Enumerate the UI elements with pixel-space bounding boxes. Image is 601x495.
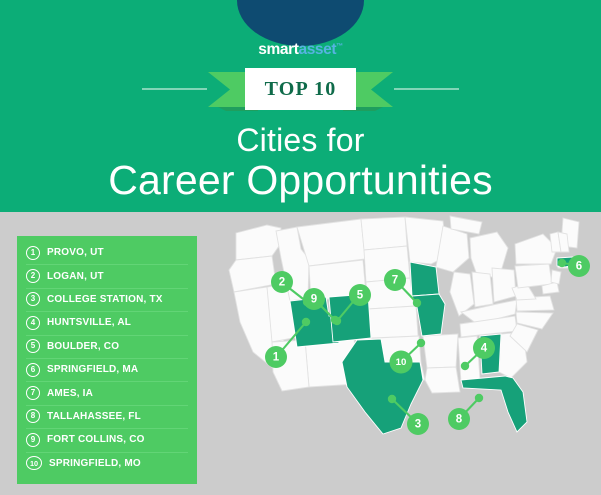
list-item[interactable]: 8 TALLAHASSEE, FL <box>17 404 197 428</box>
map-marker-8[interactable]: 8 <box>448 393 484 430</box>
city-label: LOGAN, UT <box>47 270 104 282</box>
ribbon-rule-left <box>142 88 207 90</box>
state-florida <box>460 375 528 433</box>
svg-text:2: 2 <box>279 277 285 289</box>
trademark-icon: ™ <box>336 42 343 50</box>
smartasset-logo-text: smartasset™ <box>0 42 601 58</box>
city-label: SPRINGFIELD, MO <box>49 457 141 469</box>
top10-ribbon: TOP 10 <box>0 68 601 112</box>
rank-badge: 8 <box>26 409 40 424</box>
map-marker-4[interactable]: 4 <box>460 337 495 371</box>
map-marker-5[interactable]: 5 <box>332 284 371 326</box>
city-label: TALLAHASSEE, FL <box>47 410 141 422</box>
list-item[interactable]: 4 HUNTSVILLE, AL <box>17 311 197 334</box>
svg-text:1: 1 <box>273 352 280 364</box>
rank-badge: 9 <box>26 432 40 447</box>
ribbon-rule-right <box>394 88 459 90</box>
rank-badge: 4 <box>26 315 40 330</box>
ranked-city-list: 1 PROVO, UT 2 LOGAN, UT 3 COLLEGE STATION, TX… <box>17 236 197 484</box>
rank-badge: 1 <box>26 245 40 260</box>
svg-text:9: 9 <box>311 294 317 306</box>
city-label: SPRINGFIELD, MA <box>47 364 139 376</box>
map-markers: 1 2 9 <box>265 255 590 435</box>
svg-text:5: 5 <box>357 290 364 302</box>
city-label: BOULDER, CO <box>47 340 120 352</box>
svg-text:8: 8 <box>456 414 463 426</box>
rank-badge: 2 <box>26 269 40 284</box>
content-area: 1 PROVO, UT 2 LOGAN, UT 3 COLLEGE STATION, TX… <box>0 212 601 495</box>
title-line-2: Career Opportunities <box>108 157 493 203</box>
city-label: FORT COLLINS, CO <box>47 434 145 446</box>
list-item[interactable]: 6 SPRINGFIELD, MA <box>17 357 197 381</box>
list-item[interactable]: 7 AMES, IA <box>17 381 197 404</box>
ribbon-label: TOP 10 <box>264 77 337 100</box>
rank-badge: 7 <box>26 386 40 401</box>
list-item[interactable]: 5 BOULDER, CO <box>17 334 197 358</box>
svg-text:10: 10 <box>396 357 407 368</box>
city-label: HUNTSVILLE, AL <box>47 317 132 329</box>
state-iowa <box>409 261 440 297</box>
rank-badge: 5 <box>26 339 40 354</box>
map-marker-1[interactable]: 1 <box>265 317 311 368</box>
map-marker-10[interactable]: 10 <box>389 338 426 374</box>
header-banner: smartasset™ TOP 10 Cities for Career Opp… <box>0 0 601 212</box>
rank-badge: 6 <box>26 362 40 377</box>
list-item[interactable]: 9 FORT COLLINS, CO <box>17 428 197 451</box>
svg-text:3: 3 <box>415 419 421 431</box>
svg-text:4: 4 <box>481 343 488 355</box>
ribbon-label-box: TOP 10 <box>245 68 356 110</box>
rank-badge: 10 <box>26 456 42 471</box>
map-marker-7[interactable]: 7 <box>384 269 422 308</box>
list-item[interactable]: 2 LOGAN, UT <box>17 264 197 287</box>
city-label: AMES, IA <box>47 387 94 399</box>
usa-map-svg: 1 2 9 <box>228 215 590 435</box>
title-line-1: Cities for <box>236 122 365 158</box>
city-label: COLLEGE STATION, TX <box>47 293 163 305</box>
list-item[interactable]: 3 COLLEGE STATION, TX <box>17 287 197 311</box>
list-item[interactable]: 10 SPRINGFIELD, MO <box>17 451 197 475</box>
logo-word-smart: smart <box>258 41 299 58</box>
rank-badge: 3 <box>26 292 40 307</box>
ribbon-shadow-right <box>343 107 383 111</box>
smartasset-logo-badge <box>237 0 364 46</box>
ribbon-shadow-left <box>218 107 258 111</box>
city-label: PROVO, UT <box>47 247 104 259</box>
map-marker-3[interactable]: 3 <box>387 394 429 435</box>
map-marker-6[interactable]: 6 <box>557 255 590 277</box>
logo-word-asset: asset <box>298 41 337 58</box>
list-item[interactable]: 1 PROVO, UT <box>17 241 197 264</box>
svg-text:6: 6 <box>576 261 582 273</box>
usa-map: 1 2 9 <box>205 212 601 495</box>
svg-text:7: 7 <box>392 275 398 287</box>
